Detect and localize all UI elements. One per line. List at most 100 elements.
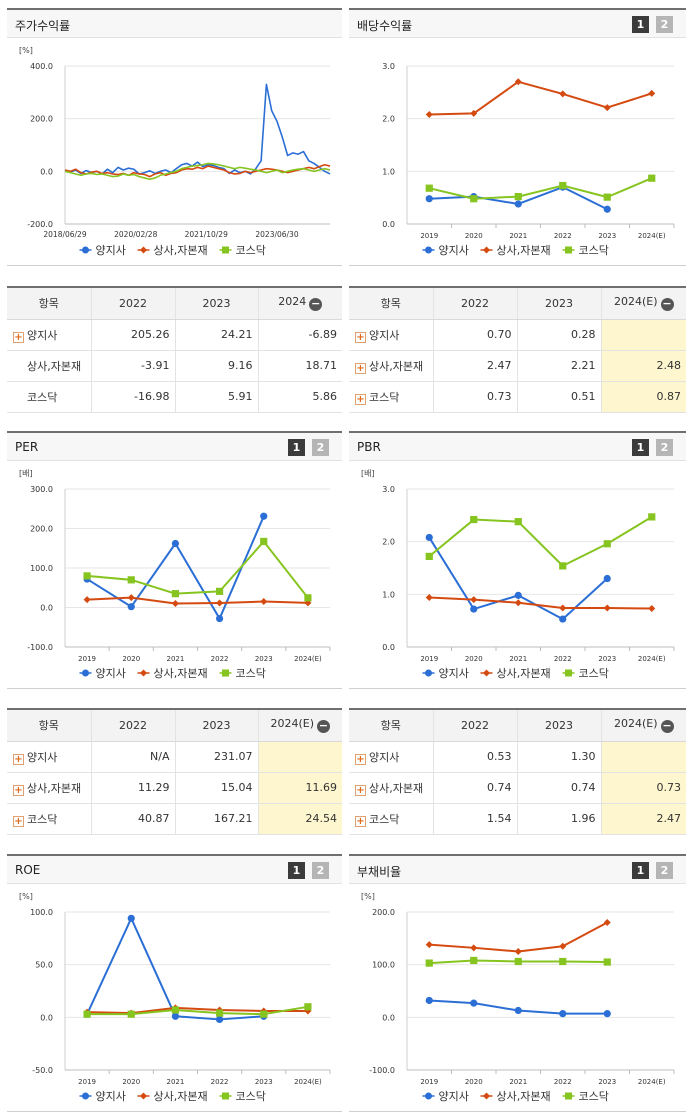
view-2-button[interactable]: 2 <box>312 439 329 456</box>
view-1-button[interactable]: 1 <box>632 16 649 33</box>
per-chart: [배] 300.0 200.0 100.0 0.0 -100.0 2019 2020 2021 2… <box>19 469 331 680</box>
y-tick-label: 400.0 <box>30 62 53 71</box>
legend-marker <box>425 246 432 254</box>
legend-label: 코스닥 <box>236 244 266 257</box>
view-2-button[interactable]: 2 <box>312 862 329 879</box>
expand-icon[interactable]: + <box>355 784 366 796</box>
dividend-yield-chart: 3.0 2.0 1.0 0.0 2019 2020 2021 2022 2023 2024(E) 양… <box>382 62 675 257</box>
y-tick-label: -100.0 <box>369 1066 395 1075</box>
data-point <box>127 1010 135 1018</box>
table-row: 코스닥 -16.98 5.91 5.86 <box>7 381 342 413</box>
x-tick-label: 2024(E) <box>638 1078 666 1086</box>
table-row: + 코스닥 0.73 0.51 0.87 <box>349 381 686 413</box>
view-1-button[interactable]: 1 <box>288 862 305 879</box>
data-point <box>559 957 567 966</box>
y-tick-label: 1.0 <box>382 167 395 176</box>
data-point <box>171 1012 180 1020</box>
unit-label: [%] <box>19 892 33 901</box>
x-tick-label: 2020 <box>122 1078 140 1086</box>
collapse-icon[interactable]: − <box>660 719 674 734</box>
collapse-icon[interactable]: − <box>317 719 331 734</box>
data-point <box>470 109 478 117</box>
data-point <box>425 552 433 561</box>
view-2-button[interactable]: 2 <box>656 862 673 879</box>
view-1-button[interactable]: 1 <box>632 862 649 879</box>
per-panel: PER 1 2 [배] 300.0 200.0 100.0 0.0 -100.0 2019 2… <box>7 431 342 689</box>
data-point <box>514 1006 522 1015</box>
x-tick-label: 2022 <box>211 655 229 663</box>
legend-label: 양지사 <box>96 667 126 680</box>
view-1-button[interactable]: 1 <box>288 439 305 456</box>
x-tick-label: 2019 <box>420 232 438 240</box>
legend-marker <box>483 1092 490 1100</box>
y-tick-label: 50.0 <box>35 961 53 970</box>
expand-icon[interactable]: + <box>355 393 366 405</box>
col-header: 2023 <box>174 288 258 320</box>
view-2-button[interactable]: 2 <box>656 16 673 33</box>
data-point <box>83 596 91 604</box>
x-tick-label: 2023 <box>598 1078 616 1086</box>
panel-title: 부채비율 <box>357 865 402 879</box>
panel-title: 배당수익률 <box>357 19 413 33</box>
expand-icon[interactable]: + <box>355 362 366 374</box>
y-tick-label: -100.0 <box>27 643 53 652</box>
y-tick-label: -50.0 <box>32 1066 53 1075</box>
unit-label: [배] <box>19 469 33 478</box>
unit-label: [%] <box>19 46 33 55</box>
view-1-button[interactable]: 1 <box>632 439 649 456</box>
legend-label: 상사,자본재 <box>497 244 551 257</box>
x-tick-label: 2022 <box>554 232 572 240</box>
expand-icon[interactable]: + <box>13 331 24 343</box>
data-point <box>559 615 567 623</box>
x-tick-label: 2020/02/28 <box>114 230 157 239</box>
expand-icon[interactable]: + <box>13 753 24 765</box>
data-point <box>514 193 522 201</box>
legend-label: 코스닥 <box>236 1090 266 1103</box>
data-point <box>603 205 611 213</box>
expand-icon[interactable]: + <box>355 753 366 765</box>
expand-icon[interactable]: + <box>355 331 366 343</box>
legend-marker <box>222 246 229 254</box>
data-point <box>260 537 268 546</box>
legend-marker <box>140 246 147 254</box>
data-point <box>470 515 478 524</box>
panel-header: PER 1 2 <box>7 431 342 461</box>
data-point <box>215 1009 224 1017</box>
data-point <box>648 89 656 97</box>
y-tick-label: 0.0 <box>40 1013 53 1022</box>
table-row: + 코스닥 40.87 167.21 24.54 <box>7 803 342 835</box>
data-point <box>514 957 522 966</box>
x-tick-label: 2022 <box>211 1078 229 1086</box>
y-tick-label: 0.0 <box>382 643 395 652</box>
series-line-2 <box>429 80 653 116</box>
view-2-button[interactable]: 2 <box>656 439 673 456</box>
expand-icon[interactable]: + <box>13 815 24 827</box>
data-point <box>514 591 522 599</box>
data-point <box>425 184 433 192</box>
data-point <box>425 110 433 118</box>
panel-title: PER <box>15 440 39 454</box>
legend-label: 양지사 <box>439 244 469 257</box>
data-point <box>603 540 611 548</box>
x-tick-label: 2022 <box>554 655 572 663</box>
data-point <box>127 603 135 611</box>
collapse-icon[interactable]: − <box>660 297 674 312</box>
legend-marker <box>425 669 432 677</box>
data-point <box>171 600 179 608</box>
expand-icon[interactable]: + <box>355 815 366 827</box>
x-tick-label: 2024(E) <box>294 655 322 663</box>
unit-label: [%] <box>361 892 375 901</box>
data-point <box>559 604 567 612</box>
collapse-icon[interactable]: − <box>309 297 323 312</box>
col-header: 항목 <box>349 710 433 742</box>
legend-marker <box>82 246 89 254</box>
x-tick-label: 2024(E) <box>638 655 666 663</box>
x-tick-label: 2019 <box>420 655 438 663</box>
x-tick-label: 2024(E) <box>294 1078 322 1086</box>
y-tick-label: 3.0 <box>382 62 395 71</box>
col-header: 2022 <box>432 710 517 742</box>
data-point <box>470 596 478 604</box>
data-point <box>648 513 656 521</box>
expand-icon[interactable]: + <box>13 784 24 796</box>
col-header: 2024(E) − <box>600 710 686 742</box>
